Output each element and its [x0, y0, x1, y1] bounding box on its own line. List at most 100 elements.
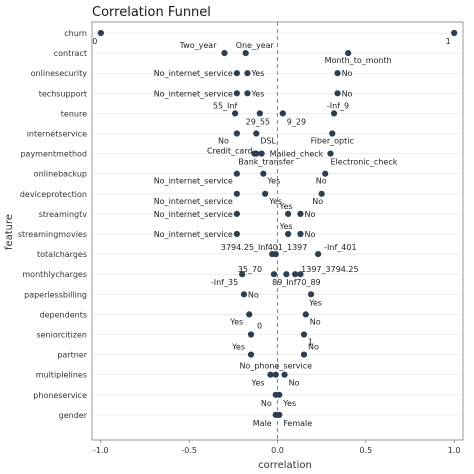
point-label-internetservice-15: No [218, 137, 229, 146]
point-label-streamingmovies-32: Yes [279, 222, 293, 231]
feature-label-tenure: tenure [61, 109, 87, 118]
point-onlinebackup-24 [322, 170, 329, 177]
x-axis-label: correlation [258, 460, 312, 471]
point-label-partner-48: Yes [231, 343, 245, 352]
x-tick-label-0: -1.0 [93, 446, 109, 455]
feature-label-onlinesecurity: onlinesecurity [31, 69, 88, 78]
point-streamingtv-29 [285, 210, 292, 217]
point-totalcharges-36 [315, 251, 322, 258]
point-streamingtv-30 [297, 210, 304, 217]
feature-label-multiplelines: multiplelines [36, 371, 87, 380]
point-techsupport-9 [244, 90, 251, 97]
point-internetservice-17 [329, 130, 336, 137]
point-gender-56 [276, 411, 283, 418]
point-label-phoneservice-53: No [261, 399, 272, 408]
point-label-tenure-14: -Inf_9 [327, 101, 349, 110]
point-onlinebackup-23 [260, 170, 267, 177]
point-labels: 0 1 Two_year One_year Month_to_month No_inter… [92, 37, 450, 428]
point-label-onlinebackup-23: Yes [266, 177, 280, 186]
point-label-monthlycharges-38: 1397_3794.25 [301, 265, 358, 274]
point-label-streamingtv-29: Yes [279, 202, 293, 211]
point-label-monthlycharges-41: 70_89 [296, 278, 320, 287]
point-monthlycharges-38 [292, 271, 299, 278]
point-label-totalcharges-36: -Inf_401 [324, 243, 356, 252]
point-label-onlinebackup-22: No_internet_service [154, 177, 233, 186]
point-label-paymentmethod-19: Bank_transfer [238, 158, 294, 167]
point-totalcharges-35 [272, 251, 279, 258]
feature-label-totalcharges: totalcharges [37, 250, 87, 259]
point-label-seniorcitizen-47: 1 [308, 338, 313, 347]
point-label-streamingtv-30: No [304, 210, 315, 219]
point-streamingmovies-32 [285, 230, 292, 238]
point-label-gender-56: Female [283, 419, 312, 428]
point-label-tenure-13: 9_29 [287, 117, 306, 126]
point-paymentmethod-21 [327, 150, 334, 157]
point-label-multiplelines-52: No [289, 379, 300, 388]
point-streamingmovies-31 [233, 230, 240, 238]
feature-label-deviceprotection: deviceprotection [20, 190, 87, 199]
point-paperlessbilling-42 [240, 291, 248, 298]
point-label-phoneservice-54: Yes [282, 399, 296, 408]
point-label-paperlessbilling-43: Yes [308, 298, 322, 307]
point-paymentmethod-20 [258, 150, 265, 157]
point-label-monthlycharges-39: -Inf_35 [211, 278, 238, 287]
point-contract-4 [345, 50, 352, 57]
point-label-streamingmovies-33: No [304, 230, 315, 239]
point-churn-0 [97, 29, 104, 37]
feature-label-techsupport: techsupport [39, 89, 87, 98]
feature-label-contract: contract [54, 49, 87, 58]
point-paperlessbilling-43 [307, 291, 315, 298]
point-deviceprotection-27 [318, 190, 325, 197]
point-label-paymentmethod-20: Mailed_check [270, 150, 324, 159]
point-label-internetservice-17: Fiber_optic [311, 137, 354, 146]
point-techsupport-8 [233, 90, 240, 97]
point-deviceprotection-25 [233, 190, 240, 197]
point-label-streamingmovies-31: No_internet_service [154, 230, 233, 239]
point-label-totalcharges-35: 401_1397 [268, 243, 308, 252]
point-label-techsupport-10: No [342, 89, 353, 98]
point-monthlycharges-37 [270, 271, 278, 278]
feature-label-gender: gender [59, 411, 88, 420]
point-contract-3 [242, 50, 249, 57]
point-partner-49 [300, 351, 308, 358]
point-seniorcitizen-46 [247, 331, 255, 338]
x-tick-label-4: 1.0 [448, 446, 461, 455]
feature-label-partner: partner [57, 351, 87, 360]
point-label-onlinesecurity-7: No [342, 69, 353, 78]
point-label-deviceprotection-26: Yes [268, 197, 282, 206]
point-paymentmethod-19 [253, 150, 260, 157]
point-label-tenure-11: 55_Inf [213, 101, 238, 110]
point-label-paperlessbilling-42: No [248, 290, 259, 299]
point-label-tenure-12: 29_55 [246, 117, 270, 126]
point-churn-1 [451, 29, 458, 37]
point-label-contract-2: Two_year [179, 41, 218, 50]
point-monthlycharges-39 [239, 271, 246, 278]
point-label-onlinebackup-24: No [316, 177, 327, 186]
feature-label-paymentmethod: paymentmethod [20, 150, 87, 159]
point-dependents-44 [246, 311, 253, 318]
point-phoneservice-54 [276, 391, 283, 398]
point-label-dependents-45: No [310, 317, 321, 326]
point-label-multiplelines-50: Yes [251, 379, 265, 388]
correlation-tick-labels: -1.0 -0.5 0.0 0.5 1.0 [93, 440, 461, 455]
point-tenure-11 [232, 110, 239, 117]
point-monthlycharges-41 [297, 271, 304, 278]
point-label-onlinesecurity-5: No_internet_service [154, 69, 233, 78]
point-deviceprotection-26 [262, 190, 269, 197]
point-tenure-12 [256, 110, 263, 117]
point-seniorcitizen-47 [300, 331, 308, 338]
point-label-contract-4: Month_to_month [325, 56, 392, 65]
point-label-churn-0: 0 [92, 37, 97, 46]
point-label-streamingtv-28: No_internet_service [154, 210, 233, 219]
point-streamingmovies-33 [297, 230, 304, 238]
point-label-churn-1: 1 [446, 37, 451, 46]
point-label-multiplelines-51: No_phone_service [239, 362, 312, 371]
point-internetservice-15 [233, 130, 240, 137]
point-label-totalcharges-34: 3794.25_Inf [221, 243, 269, 252]
point-label-internetservice-16: DSL [260, 137, 276, 146]
feature-tick-labels: churn contract onlinesecurity techsupport te… [18, 29, 88, 420]
point-label-techsupport-8: No_internet_service [154, 89, 233, 98]
feature-label-seniorcitizen: seniorcitizen [36, 331, 87, 340]
